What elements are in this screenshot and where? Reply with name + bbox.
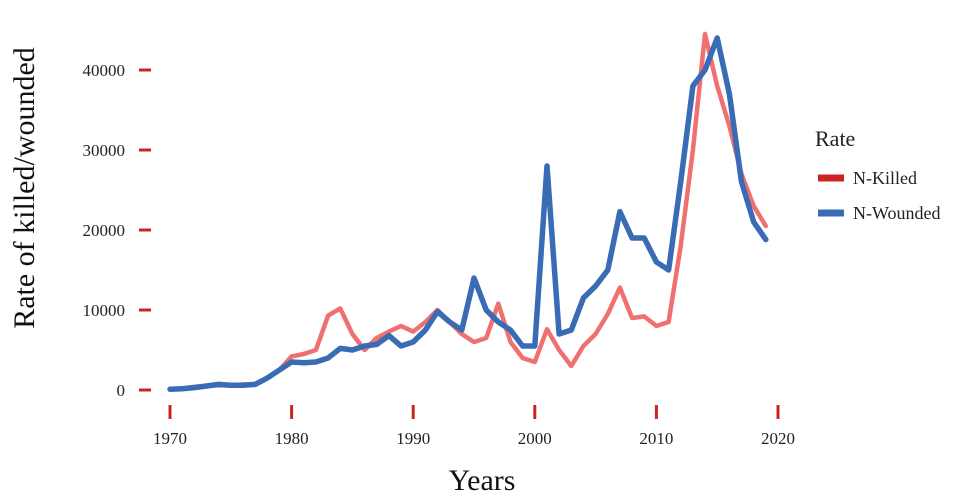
- legend: Rate N-Killed N-Wounded: [815, 126, 941, 223]
- x-tick-label: 1970: [153, 429, 187, 448]
- series-line-n-wounded: [167, 35, 769, 392]
- legend-label-n-wounded: N-Wounded: [853, 203, 941, 223]
- y-tick-label: 20000: [83, 221, 126, 240]
- y-tick-label: 0: [117, 381, 126, 400]
- y-axis: 0 10000 20000 30000 40000: [83, 61, 151, 400]
- x-axis: 1970 1980 1990 2000 2010 2020: [153, 405, 795, 448]
- x-tick-label: 1980: [275, 429, 309, 448]
- x-tick-label: 1990: [396, 429, 430, 448]
- x-tick-label: 2020: [761, 429, 795, 448]
- plot-area: [167, 31, 769, 392]
- y-tick-label: 30000: [83, 141, 126, 160]
- legend-title: Rate: [815, 126, 855, 151]
- y-tick-label: 40000: [83, 61, 126, 80]
- y-axis-title: Rate of killed/wounded: [8, 47, 41, 329]
- y-tick-label: 10000: [83, 301, 126, 320]
- x-tick-label: 2000: [518, 429, 552, 448]
- x-axis-title: Years: [449, 464, 516, 495]
- x-tick-label: 2010: [639, 429, 673, 448]
- legend-label-n-killed: N-Killed: [853, 168, 917, 188]
